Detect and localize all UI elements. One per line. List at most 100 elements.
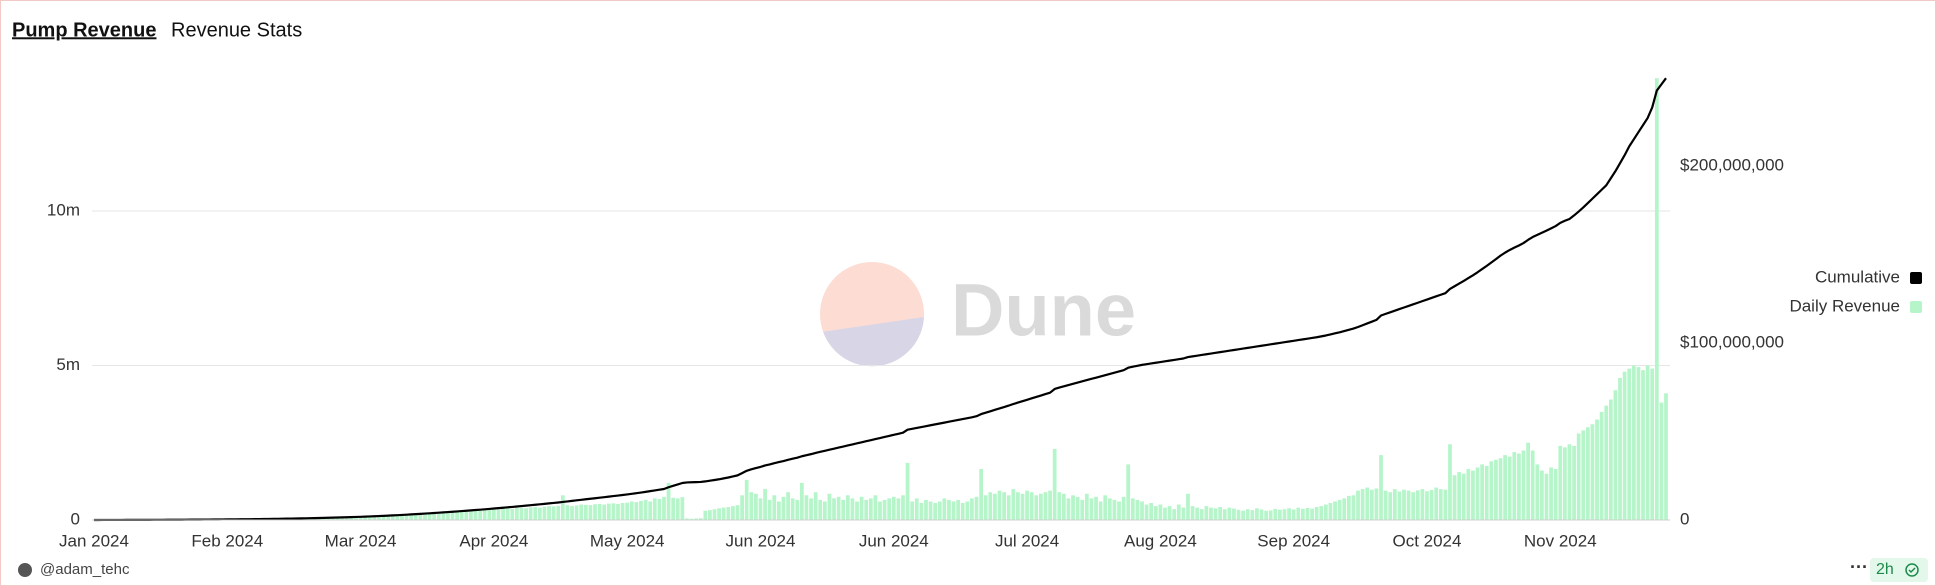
bar	[910, 501, 915, 520]
bar	[1300, 508, 1305, 520]
bar	[1585, 427, 1590, 520]
bar	[574, 505, 579, 520]
bar	[731, 506, 735, 520]
bar	[413, 514, 418, 520]
bar	[597, 503, 602, 520]
bar	[786, 492, 790, 520]
bar	[1268, 510, 1273, 520]
bar	[1094, 496, 1098, 520]
watermark-logo	[823, 317, 924, 367]
bar	[675, 498, 680, 520]
bar	[1149, 503, 1154, 520]
bar	[1480, 464, 1485, 520]
bar	[547, 506, 551, 520]
bar	[381, 516, 386, 520]
bar	[1264, 510, 1268, 520]
avatar[interactable]	[18, 563, 32, 577]
bar	[689, 518, 694, 520]
bar	[1002, 492, 1006, 520]
status-icon	[1905, 563, 1919, 577]
bar	[335, 517, 340, 520]
bar	[354, 517, 358, 520]
bar	[864, 499, 869, 520]
bar	[804, 495, 809, 520]
bar	[1287, 508, 1291, 520]
bar	[662, 496, 666, 520]
bar	[1241, 510, 1246, 520]
bar	[781, 496, 786, 520]
bar	[657, 498, 662, 520]
bar	[1604, 405, 1609, 520]
bar	[901, 495, 905, 520]
bar	[1167, 506, 1172, 520]
bar	[1038, 493, 1043, 520]
bar	[565, 505, 570, 520]
bar	[1654, 78, 1659, 520]
bar	[1140, 501, 1144, 520]
bar	[1057, 492, 1062, 520]
tab[interactable]: Revenue Stats	[171, 19, 302, 41]
bar	[510, 508, 515, 520]
bar	[1379, 455, 1383, 520]
bar	[942, 498, 947, 520]
bar	[795, 499, 800, 520]
bar	[1420, 489, 1425, 520]
bar	[340, 517, 345, 520]
bar	[514, 507, 519, 520]
bar	[1089, 498, 1094, 520]
x-tick-label: Jun 2024	[859, 531, 929, 550]
bar	[1121, 496, 1126, 520]
bar	[1319, 506, 1324, 520]
author[interactable]: @adam_tehc	[40, 561, 130, 578]
bar	[767, 499, 772, 520]
bar	[1351, 495, 1356, 520]
bar	[1112, 499, 1117, 520]
bar	[1498, 458, 1503, 520]
bar	[1429, 490, 1434, 520]
bar	[1186, 493, 1190, 520]
bar	[1535, 464, 1540, 520]
bar	[344, 517, 349, 520]
x-tick-label: Jul 2024	[995, 531, 1059, 550]
bar	[1310, 508, 1314, 520]
tab-active[interactable]: Pump Revenue	[12, 19, 156, 41]
bar	[583, 504, 588, 520]
bar	[680, 497, 685, 520]
bar	[749, 492, 754, 520]
bar	[1153, 506, 1158, 520]
bar	[758, 498, 763, 520]
bar	[937, 501, 942, 520]
bar	[1397, 491, 1402, 520]
bar	[1540, 470, 1544, 520]
bar	[588, 505, 593, 520]
bar	[1222, 509, 1227, 520]
bar	[933, 503, 938, 520]
bar	[1006, 495, 1011, 520]
bar	[1043, 492, 1048, 520]
bar	[708, 510, 712, 520]
bar	[887, 498, 892, 520]
bar	[974, 496, 979, 520]
bar	[799, 482, 804, 520]
bar	[400, 515, 404, 520]
bar	[446, 511, 450, 520]
x-tick-label: Jan 2024	[59, 531, 129, 550]
bar	[1158, 504, 1163, 520]
bar	[1080, 499, 1085, 520]
bar	[970, 498, 974, 520]
bar	[537, 507, 542, 520]
bar	[390, 515, 395, 520]
bar	[625, 502, 630, 520]
bar	[1342, 498, 1347, 520]
bar	[1048, 490, 1052, 520]
bar	[1195, 507, 1200, 520]
bar	[735, 505, 740, 520]
bar	[1402, 489, 1406, 520]
bar	[983, 495, 988, 520]
bar	[602, 504, 607, 520]
bar	[744, 479, 749, 520]
menu[interactable]: ···	[1850, 557, 1868, 577]
bar	[1599, 411, 1604, 520]
bar	[827, 493, 832, 520]
bar	[1549, 467, 1553, 520]
